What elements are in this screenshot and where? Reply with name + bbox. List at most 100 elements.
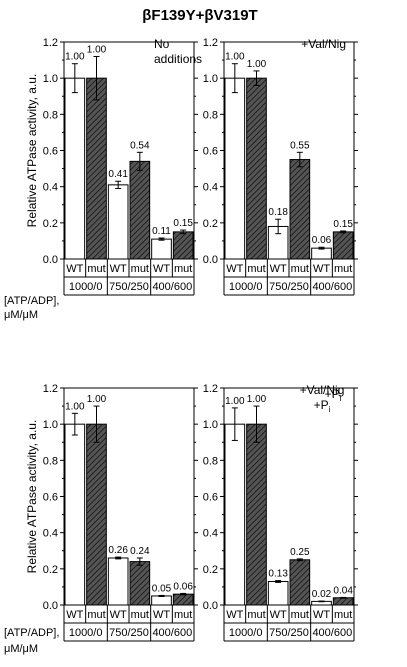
bar-wt bbox=[224, 423, 246, 606]
bar-mut bbox=[332, 231, 354, 260]
genotype-label: mut bbox=[174, 609, 192, 621]
genotype-label: mut bbox=[291, 609, 309, 621]
condition-label: 400/600 bbox=[152, 627, 192, 639]
condition-label: 1000/0 bbox=[229, 281, 263, 293]
condition-label: 400/600 bbox=[312, 627, 352, 639]
genotype-label: WT bbox=[66, 263, 83, 275]
bar-mut bbox=[86, 77, 107, 260]
data-label: 0.15 bbox=[333, 219, 353, 230]
y-tick-label: 1.0 bbox=[43, 419, 58, 431]
genotype-label: mut bbox=[247, 263, 265, 275]
chart-panel-4: 0.00.20.40.60.81.01.2 +Val/Nig +Pi1.00 1.00… bbox=[203, 383, 358, 642]
y-tick-label: 0.4 bbox=[203, 182, 218, 194]
data-label: 0.04 bbox=[333, 585, 353, 596]
row-header-line2: μM/μM bbox=[4, 309, 38, 321]
data-label: 1.00 bbox=[87, 394, 107, 405]
y-tick-label: 0.6 bbox=[43, 146, 58, 158]
y-tick-label: 0.4 bbox=[203, 528, 218, 540]
condition-label: 750/250 bbox=[109, 281, 149, 293]
genotype-label: mut bbox=[87, 609, 105, 621]
annotation-line: additions bbox=[154, 52, 202, 66]
genotype-label: WT bbox=[226, 609, 243, 621]
y-tick-label: 0.4 bbox=[43, 182, 58, 194]
genotype-label: WT bbox=[270, 263, 287, 275]
data-label: 1.00 bbox=[225, 52, 245, 63]
y-tick-label: 0.8 bbox=[43, 455, 58, 467]
row-header-top: [ATP/ADP], μM/μM bbox=[4, 295, 59, 321]
bar-mut bbox=[129, 561, 151, 606]
condition-label: 750/250 bbox=[109, 627, 149, 639]
chart-panel-3: 0.0 0.2 0.4 0.6 0.8 1.0 1.2 Relative ATPase act… bbox=[25, 383, 342, 642]
y-tick-label: 0.2 bbox=[43, 218, 58, 230]
data-label: 0.02 bbox=[312, 589, 332, 600]
genotype-label: mut bbox=[247, 609, 265, 621]
annotation-line: +Val/Nig bbox=[300, 383, 345, 397]
data-label: 0.13 bbox=[268, 569, 288, 580]
data-label: 0.26 bbox=[108, 545, 128, 556]
data-label: 0.18 bbox=[268, 207, 288, 218]
data-label: 0.06 bbox=[173, 581, 193, 592]
y-tick-label: 0.0 bbox=[203, 254, 218, 266]
panel-annotation: +Val/Nig bbox=[301, 37, 346, 51]
bar-mut bbox=[172, 593, 194, 606]
condition-label: 400/600 bbox=[312, 281, 352, 293]
annotation-subscript: i bbox=[340, 394, 342, 403]
genotype-label: WT bbox=[110, 609, 127, 621]
bar-mut bbox=[246, 423, 267, 606]
bar-mut bbox=[172, 231, 194, 260]
data-label: 0.11 bbox=[152, 226, 171, 237]
y-tick-label: 0.6 bbox=[203, 492, 218, 504]
y-tick-label: 1.2 bbox=[43, 37, 58, 49]
y-tick-label: 1.0 bbox=[43, 73, 58, 85]
panels: 0.0 0.2 0.4 0.6 0.8 1.0 1.2 Relative ATPase act… bbox=[25, 37, 358, 642]
data-label: 0.54 bbox=[130, 140, 150, 151]
genotype-label: WT bbox=[313, 263, 330, 275]
annotation-subscript: i bbox=[329, 405, 331, 414]
row-header-line1: [ATP/ADP], bbox=[4, 295, 59, 307]
data-label: 0.24 bbox=[130, 546, 150, 557]
condition-label: 750/250 bbox=[269, 281, 309, 293]
y-tick-label: 1.2 bbox=[203, 37, 218, 49]
genotype-label: mut bbox=[334, 263, 352, 275]
bar-mut bbox=[86, 423, 107, 606]
bar-wt bbox=[64, 423, 86, 606]
row-header-line1: [ATP/ADP], bbox=[4, 627, 59, 639]
chart-panel-2: 0.0 0.2 0.4 0.6 0.8 1.0 1.2 +Val/Nig 1.001.00 0.1… bbox=[203, 37, 358, 296]
condition-label: 1000/0 bbox=[229, 627, 263, 639]
y-tick-label: 0.0 bbox=[203, 600, 218, 612]
data-label: 1.00 bbox=[225, 396, 245, 407]
genotype-label: WT bbox=[110, 263, 127, 275]
condition-label: 750/250 bbox=[269, 627, 309, 639]
panel-annotation: No additions bbox=[154, 37, 202, 66]
bar-wt bbox=[151, 238, 172, 260]
genotype-label: WT bbox=[153, 609, 170, 621]
data-label: 1.00 bbox=[65, 401, 85, 412]
y-tick-label: 0.0 bbox=[43, 254, 58, 266]
bar-mut bbox=[289, 159, 311, 260]
y-tick-label: 0.6 bbox=[43, 492, 58, 504]
annotation-line: +Val/Nig bbox=[301, 37, 346, 51]
bar-mut bbox=[332, 597, 354, 606]
row-header-line2: μM/μM bbox=[4, 643, 38, 655]
genotype-label: mut bbox=[334, 609, 352, 621]
data-label: 0.05 bbox=[152, 583, 172, 594]
row-header-bottom: [ATP/ADP], μM/μM bbox=[4, 627, 59, 655]
bar-mut bbox=[289, 559, 311, 606]
genotype-label: WT bbox=[226, 263, 243, 275]
annotation-line: +P bbox=[314, 398, 329, 412]
bar-wt bbox=[311, 247, 332, 260]
data-label: 0.55 bbox=[290, 140, 310, 151]
bar-wt bbox=[107, 557, 129, 606]
y-tick-label: 0.4 bbox=[43, 528, 58, 540]
y-tick-label: 0.2 bbox=[203, 564, 218, 576]
y-tick-label: 0.2 bbox=[203, 218, 218, 230]
genotype-label: mut bbox=[291, 263, 309, 275]
annotation-line: No bbox=[154, 37, 170, 51]
data-label: 1.00 bbox=[247, 59, 267, 70]
y-tick-label: 1.2 bbox=[203, 383, 218, 395]
genotype-label: WT bbox=[66, 609, 83, 621]
genotype-label: mut bbox=[87, 263, 105, 275]
bar-wt bbox=[224, 77, 246, 260]
data-label: 1.00 bbox=[87, 44, 107, 55]
data-label: 0.15 bbox=[173, 218, 193, 229]
